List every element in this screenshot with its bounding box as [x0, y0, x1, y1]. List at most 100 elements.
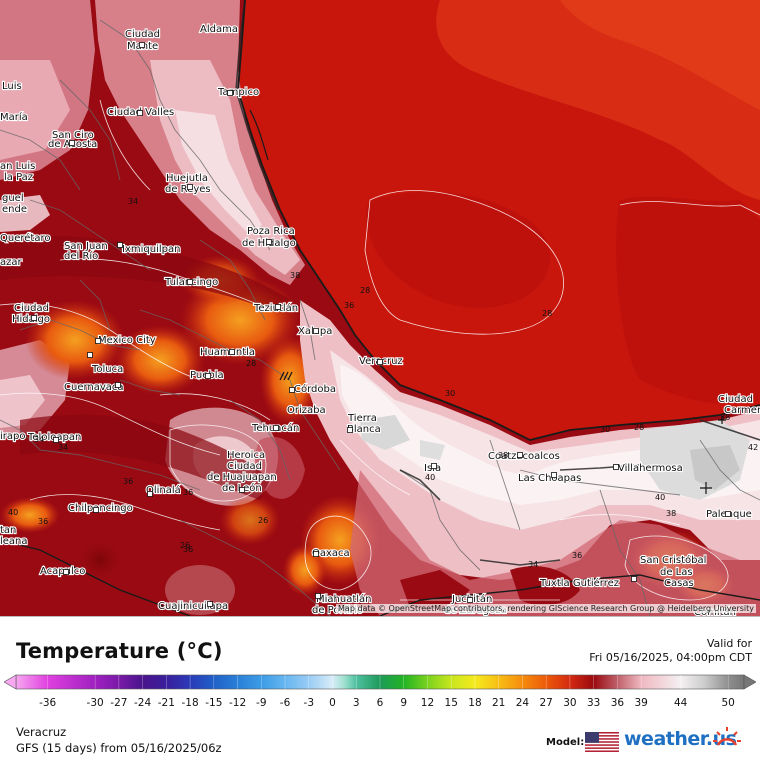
city-label: Toluca: [91, 364, 123, 375]
isotherm-label: 36: [572, 551, 582, 560]
city-marker: [551, 472, 557, 478]
city-marker: [31, 315, 37, 321]
city-label: Coatzacoalcos: [488, 451, 560, 462]
scale-tick-label: 33: [586, 697, 601, 709]
city-label: Casas: [664, 578, 694, 589]
city-label: azar: [0, 257, 23, 268]
scale-tick-label: -24: [134, 697, 152, 709]
scale-tick-label: -36: [39, 697, 57, 709]
city-label: Chilpancingo: [68, 503, 133, 514]
city-label: tan: [0, 525, 16, 536]
legend-title: Temperature (°C): [16, 639, 223, 663]
color-scale-ticks: -36 -30 -27 -24 -21 -18 -15 -12 -9 -6 -3 0 3 6 9 12 15 18…: [0, 697, 760, 711]
isotherm-label: 28: [360, 286, 370, 295]
city-label: Aldama: [200, 24, 238, 35]
city-marker: [431, 463, 437, 469]
scale-tick-label: 15: [444, 697, 458, 709]
valid-date: Fri 05/16/2025, 04:00pm CDT: [589, 651, 752, 664]
scale-tick-label: 18: [468, 697, 482, 709]
city-marker: [315, 593, 321, 599]
brand-logo[interactable]: weather.us: [624, 728, 737, 750]
scale-tick-label: -21: [157, 697, 175, 709]
city-label: San Cristóbal: [640, 554, 706, 566]
map-canvas: CiudadManteAldamaLuisTampicoMaríaCiudad …: [0, 0, 760, 616]
scale-tick-label: 21: [492, 697, 506, 709]
city-label: Querétaro: [0, 232, 50, 244]
scale-tick-label: 12: [420, 697, 435, 709]
city-marker: [517, 452, 523, 458]
map-attribution[interactable]: Map data © OpenStreetMap contributors, r…: [336, 604, 756, 613]
model-label: Model:: [546, 737, 585, 748]
city-label: Ciudad: [14, 303, 49, 314]
scale-tick-label: 6: [376, 697, 384, 709]
isotherm-label: 36: [38, 517, 48, 526]
isotherm-label: 36: [183, 488, 193, 497]
city-label: Ciudad: [718, 394, 753, 405]
isotherm-label: 38: [720, 413, 730, 422]
city-marker: [266, 239, 272, 245]
isotherm-label: 26: [258, 516, 268, 525]
city-marker: [95, 338, 101, 344]
scale-tick-label: 9: [400, 697, 408, 709]
city-label: Tuxtla Gutiérrez: [539, 577, 619, 589]
isotherm-label: 30: [445, 389, 455, 398]
isotherm-label: 34: [128, 197, 138, 206]
isotherm-label: 36: [344, 301, 354, 310]
city-label: Miahuatlán: [316, 593, 372, 605]
city-label: Carmen: [724, 405, 760, 416]
city-label: Luis: [2, 81, 22, 92]
city-label: an Luis: [0, 161, 35, 172]
isotherm-label: 28: [634, 423, 644, 432]
city-label: Oaxaca: [312, 548, 350, 559]
scale-tick-label: -12: [228, 697, 247, 709]
temperature-map[interactable]: CiudadManteAldamaLuisTampicoMaríaCiudad …: [0, 0, 760, 616]
us-flag-icon: [585, 732, 619, 752]
isotherm-label: 28: [542, 309, 552, 318]
city-marker: [347, 427, 353, 433]
city-label: Huejutla: [166, 173, 208, 184]
city-label: Olinalá: [146, 484, 181, 496]
city-marker: [187, 184, 193, 190]
isotherm-label: 38: [290, 271, 300, 280]
city-label: Tampico: [217, 87, 259, 98]
city-label: Ciudad: [125, 29, 160, 40]
location-name: Veracruz: [16, 725, 67, 739]
city-marker: [115, 382, 121, 388]
city-label: Cuernavaca: [64, 382, 124, 393]
city-label: de Las: [660, 567, 693, 578]
isotherm-label: 34: [58, 443, 68, 452]
city-label: Huamantla: [200, 347, 255, 358]
city-marker: [725, 511, 731, 517]
city-marker: [117, 242, 123, 248]
city-label: San Juan: [64, 241, 108, 252]
isotherm-label: 34: [528, 560, 538, 569]
scale-max-arrow: [743, 674, 756, 690]
scale-tick-label: -18: [181, 697, 199, 709]
isotherm-label: 40: [655, 493, 665, 502]
city-label: la Paz: [4, 172, 33, 183]
city-marker: [137, 110, 143, 116]
scale-min-arrow: [4, 674, 17, 690]
city-label: Ixmiquilpan: [122, 244, 180, 255]
scale-tick-label: -27: [110, 697, 128, 709]
scale-tick-label: -15: [205, 697, 223, 709]
scale-tick-label: 50: [721, 697, 735, 709]
scale-tick-label: 39: [634, 697, 648, 709]
city-label: Orizaba: [287, 405, 326, 416]
city-marker: [207, 601, 213, 607]
city-marker: [613, 464, 619, 470]
city-label: irapo: [0, 431, 25, 442]
city-marker: [227, 90, 233, 96]
city-label: de Huajuapan: [207, 472, 277, 483]
scale-tick-label: 0: [329, 697, 336, 709]
city-label: Hidalgo: [12, 314, 50, 325]
isotherm-label: 40: [8, 508, 18, 517]
city-marker: [313, 328, 319, 334]
city-label: leana: [0, 536, 28, 547]
scale-tick-label: 27: [539, 697, 553, 709]
city-label: Poza Rica: [247, 226, 295, 237]
city-marker: [93, 507, 99, 513]
city-marker: [273, 425, 279, 431]
city-marker: [467, 597, 473, 603]
city-label: Mexico City: [98, 335, 156, 346]
